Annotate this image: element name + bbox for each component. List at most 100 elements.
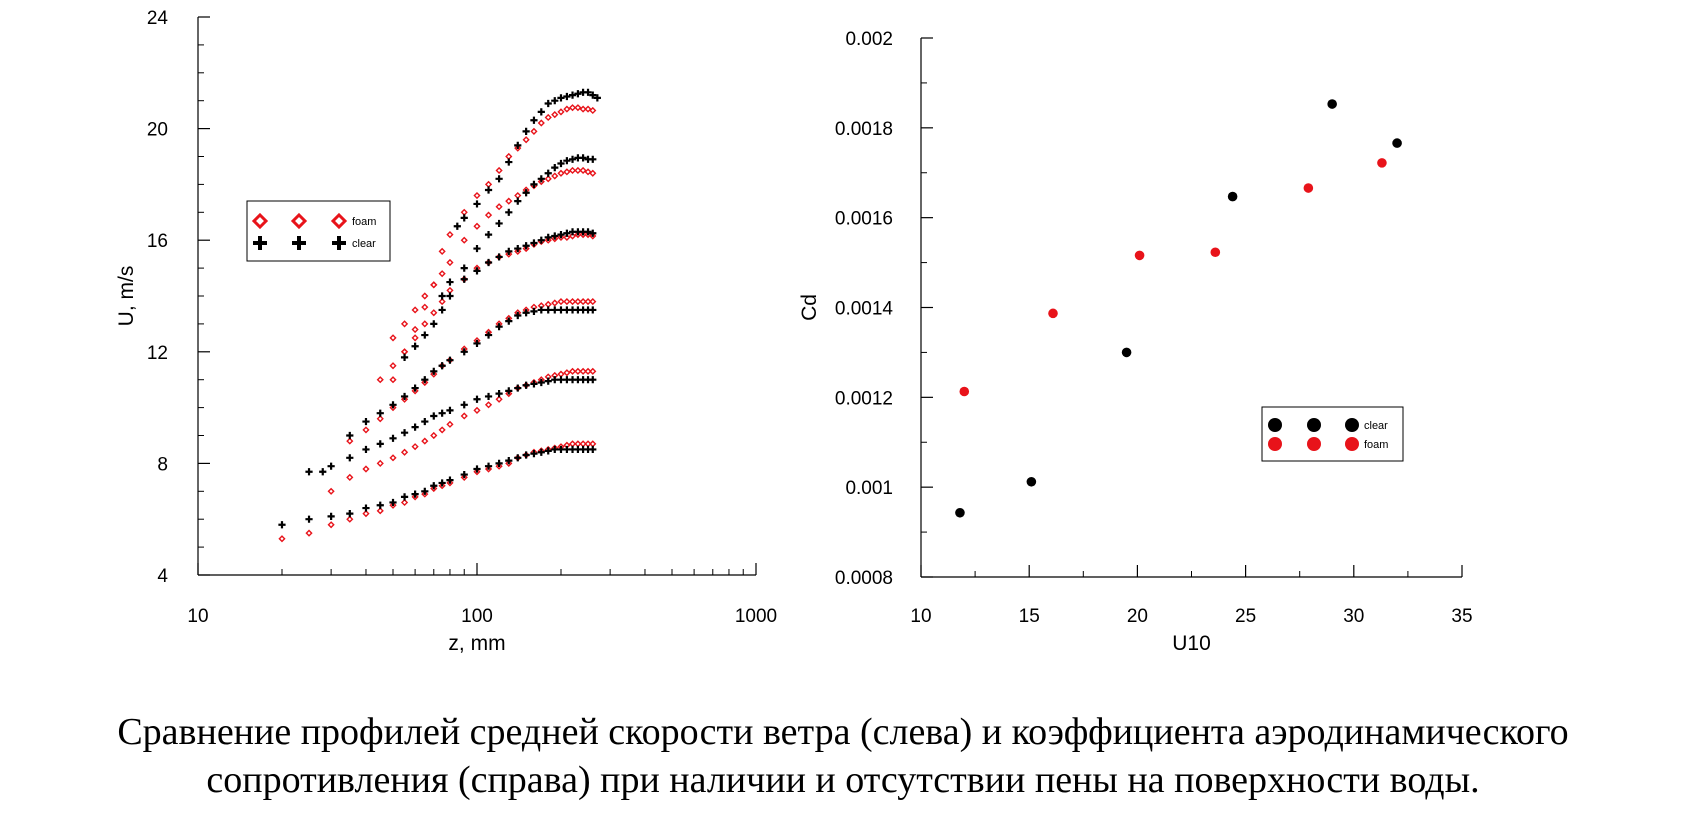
foam-point: [544, 236, 552, 244]
clear-point: [421, 376, 429, 384]
clear-point: [389, 401, 397, 409]
foam-point: [495, 166, 503, 175]
series-clear: [955, 99, 1402, 518]
clear-point: [460, 470, 468, 479]
clear-point: [460, 264, 468, 272]
foam-point: [484, 401, 493, 409]
clear-point: [1121, 347, 1132, 358]
clear-point: [514, 197, 522, 205]
legend-clear-marker: [332, 236, 346, 250]
foam-point: [411, 325, 419, 334]
clear-point: [574, 90, 582, 98]
clear-point: [484, 231, 493, 239]
foam-point: [446, 420, 454, 428]
foam-point: [522, 136, 530, 144]
foam-point: [568, 166, 577, 175]
left-chart-u-profiles: 10 100 1000 4 8 12 16 20 24 z, mm U, m/s foam clear: [115, 8, 777, 655]
clear-point: [495, 219, 503, 228]
foam-point: [589, 367, 597, 375]
foam-point: [430, 431, 438, 440]
x-tick-label: 35: [1451, 606, 1472, 627]
foam-point: [514, 247, 522, 255]
foam-point: [584, 105, 592, 113]
foam-point: [589, 440, 597, 448]
legend-left: foam clear: [246, 200, 391, 262]
foam-point: [411, 493, 419, 501]
foam-point: [514, 191, 522, 200]
foam-point: [563, 297, 571, 306]
foam-point: [522, 244, 530, 253]
y-tick-label: 24: [147, 8, 169, 29]
foam-point: [389, 404, 397, 412]
clear-point: [514, 454, 522, 462]
foam-point: [530, 127, 538, 135]
clear-point: [430, 367, 438, 375]
clear-point: [584, 88, 592, 96]
x-axis-label: U10: [1172, 632, 1211, 655]
clear-point: [537, 306, 545, 314]
foam-point: [473, 222, 481, 230]
foam-point: [551, 299, 559, 307]
clear-point: [551, 232, 559, 240]
clear-point: [589, 445, 597, 454]
foam-point: [568, 232, 577, 240]
foam-point: [579, 367, 587, 375]
clear-point: [589, 91, 597, 99]
foam-point: [400, 348, 409, 356]
foam-point: [563, 105, 571, 113]
foam-point: [584, 297, 592, 306]
legend-clear-marker: [1345, 418, 1359, 432]
foam-point: [1303, 183, 1314, 193]
clear-point: [362, 417, 370, 426]
foam-point: [574, 297, 582, 306]
clear-point: [376, 409, 384, 417]
foam-point: [376, 376, 384, 384]
foam-point: [584, 168, 592, 176]
foam-point: [278, 535, 286, 543]
foam-point: [1134, 250, 1145, 261]
foam-point: [505, 390, 513, 398]
foam-point: [438, 426, 446, 434]
clear-point: [346, 431, 354, 440]
foam-point: [557, 370, 565, 378]
clear-point: [362, 504, 370, 512]
foam-point: [484, 211, 493, 219]
foam-point: [574, 166, 582, 175]
foam-point: [411, 443, 419, 451]
foam-point: [376, 415, 384, 423]
foam-point: [430, 281, 438, 289]
clear-point: [376, 501, 384, 509]
clear-point: [505, 247, 513, 255]
clear-point: [453, 222, 461, 230]
clear-point: [557, 159, 565, 168]
x-tick-label: 15: [1019, 606, 1040, 627]
clear-point: [537, 108, 545, 116]
clear-point: [544, 306, 552, 314]
foam-point: [446, 479, 454, 487]
clear-point: [522, 189, 530, 197]
legend-foam-marker: [1307, 437, 1321, 451]
foam-point: [438, 270, 446, 278]
foam-point: [446, 258, 454, 267]
foam-point: [551, 235, 559, 243]
clear-point: [400, 429, 409, 437]
caption-line-2: сопротивления (справа) при наличии и отс…: [206, 759, 1480, 801]
clear-point: [473, 465, 481, 473]
clear-point: [584, 228, 592, 236]
clear-point: [568, 91, 577, 99]
foam-point: [389, 376, 397, 384]
clear-point: [438, 292, 446, 300]
foam-point: [446, 286, 454, 295]
clear-point: [1026, 476, 1037, 487]
clear-point: [522, 242, 530, 250]
foam-point: [400, 320, 409, 328]
clear-point: [522, 451, 530, 459]
clear-point: [430, 320, 438, 328]
clear-point: [484, 462, 493, 470]
clear-point: [514, 141, 522, 149]
foam-point: [389, 362, 397, 370]
y-tick-label: 0.0014: [835, 299, 894, 320]
foam-point: [505, 152, 513, 161]
clear-point: [484, 186, 493, 194]
y-tick-label: 0.0012: [835, 388, 893, 409]
